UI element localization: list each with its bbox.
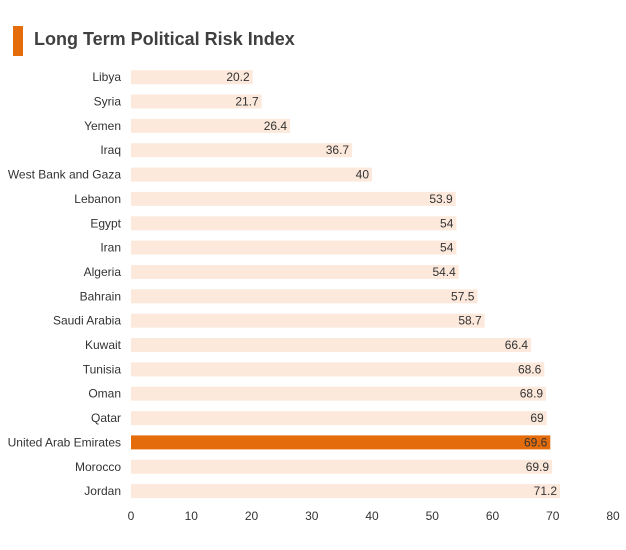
- title-accent-bar: [13, 26, 23, 56]
- x-tick-label-40: 40: [365, 509, 379, 523]
- value-label-lebanon: 53.9: [429, 192, 453, 206]
- category-label-oman: Oman: [88, 387, 121, 401]
- bar-saudi-arabia: [131, 313, 485, 328]
- x-tick-label-50: 50: [426, 509, 440, 523]
- category-label-qatar: Qatar: [91, 411, 121, 425]
- category-label-tunisia: Tunisia: [83, 362, 122, 376]
- x-tick-label-30: 30: [305, 509, 319, 523]
- bar-libya: [131, 70, 253, 85]
- category-label-iran: Iran: [100, 241, 121, 255]
- value-label-united-arab-emirates: 69.6: [524, 435, 548, 449]
- category-label-jordan: Jordan: [84, 484, 121, 498]
- bar-oman: [131, 386, 547, 401]
- value-label-jordan: 71.2: [534, 484, 558, 498]
- value-label-kuwait: 66.4: [505, 338, 529, 352]
- category-label-united-arab-emirates: United Arab Emirates: [8, 435, 121, 449]
- value-label-qatar: 69: [530, 411, 544, 425]
- bar-morocco: [131, 459, 553, 474]
- value-label-algeria: 54.4: [432, 265, 456, 279]
- value-label-west-bank-and-gaza: 40: [356, 168, 370, 182]
- category-label-kuwait: Kuwait: [85, 338, 122, 352]
- value-label-syria: 21.7: [235, 95, 259, 109]
- x-tick-label-80: 80: [606, 509, 620, 523]
- category-label-syria: Syria: [94, 95, 122, 109]
- value-label-libya: 20.2: [226, 70, 250, 84]
- value-label-oman: 68.9: [520, 387, 544, 401]
- bar-iran: [131, 240, 457, 255]
- bar-iraq: [131, 143, 353, 158]
- value-label-saudi-arabia: 58.7: [458, 314, 482, 328]
- value-label-morocco: 69.9: [526, 460, 550, 474]
- bar-algeria: [131, 265, 459, 279]
- category-label-lebanon: Lebanon: [74, 192, 121, 206]
- bar-egypt: [131, 216, 457, 231]
- bar-qatar: [131, 411, 547, 426]
- value-label-yemen: 26.4: [264, 119, 288, 133]
- bar-tunisia: [131, 362, 545, 377]
- value-label-iran: 54: [440, 241, 454, 255]
- bar-lebanon: [131, 191, 456, 206]
- category-label-iraq: Iraq: [100, 143, 121, 157]
- bar-kuwait: [131, 338, 532, 352]
- bar-syria: [131, 94, 262, 109]
- category-label-libya: Libya: [92, 70, 121, 84]
- value-label-iraq: 36.7: [326, 143, 350, 157]
- value-label-tunisia: 68.6: [518, 362, 542, 376]
- category-label-west-bank-and-gaza: West Bank and Gaza: [8, 168, 122, 182]
- x-tick-label-60: 60: [486, 509, 500, 523]
- bar-jordan: [131, 484, 560, 499]
- value-label-bahrain: 57.5: [451, 289, 475, 303]
- bar-west-bank-and-gaza: [131, 167, 372, 182]
- x-tick-label-70: 70: [546, 509, 560, 523]
- bar-yemen: [131, 118, 291, 133]
- category-label-morocco: Morocco: [75, 460, 121, 474]
- chart-title: Long Term Political Risk Index: [34, 29, 295, 49]
- bar-united-arab-emirates: [131, 435, 551, 450]
- category-label-yemen: Yemen: [84, 119, 121, 133]
- category-label-saudi-arabia: Saudi Arabia: [53, 314, 121, 328]
- x-tick-label-10: 10: [185, 509, 199, 523]
- x-tick-label-20: 20: [245, 509, 259, 523]
- bar-bahrain: [131, 289, 478, 304]
- value-label-egypt: 54: [440, 216, 454, 230]
- category-label-egypt: Egypt: [90, 216, 121, 230]
- x-tick-label-0: 0: [128, 509, 135, 523]
- category-label-bahrain: Bahrain: [80, 289, 121, 303]
- category-label-algeria: Algeria: [84, 265, 122, 279]
